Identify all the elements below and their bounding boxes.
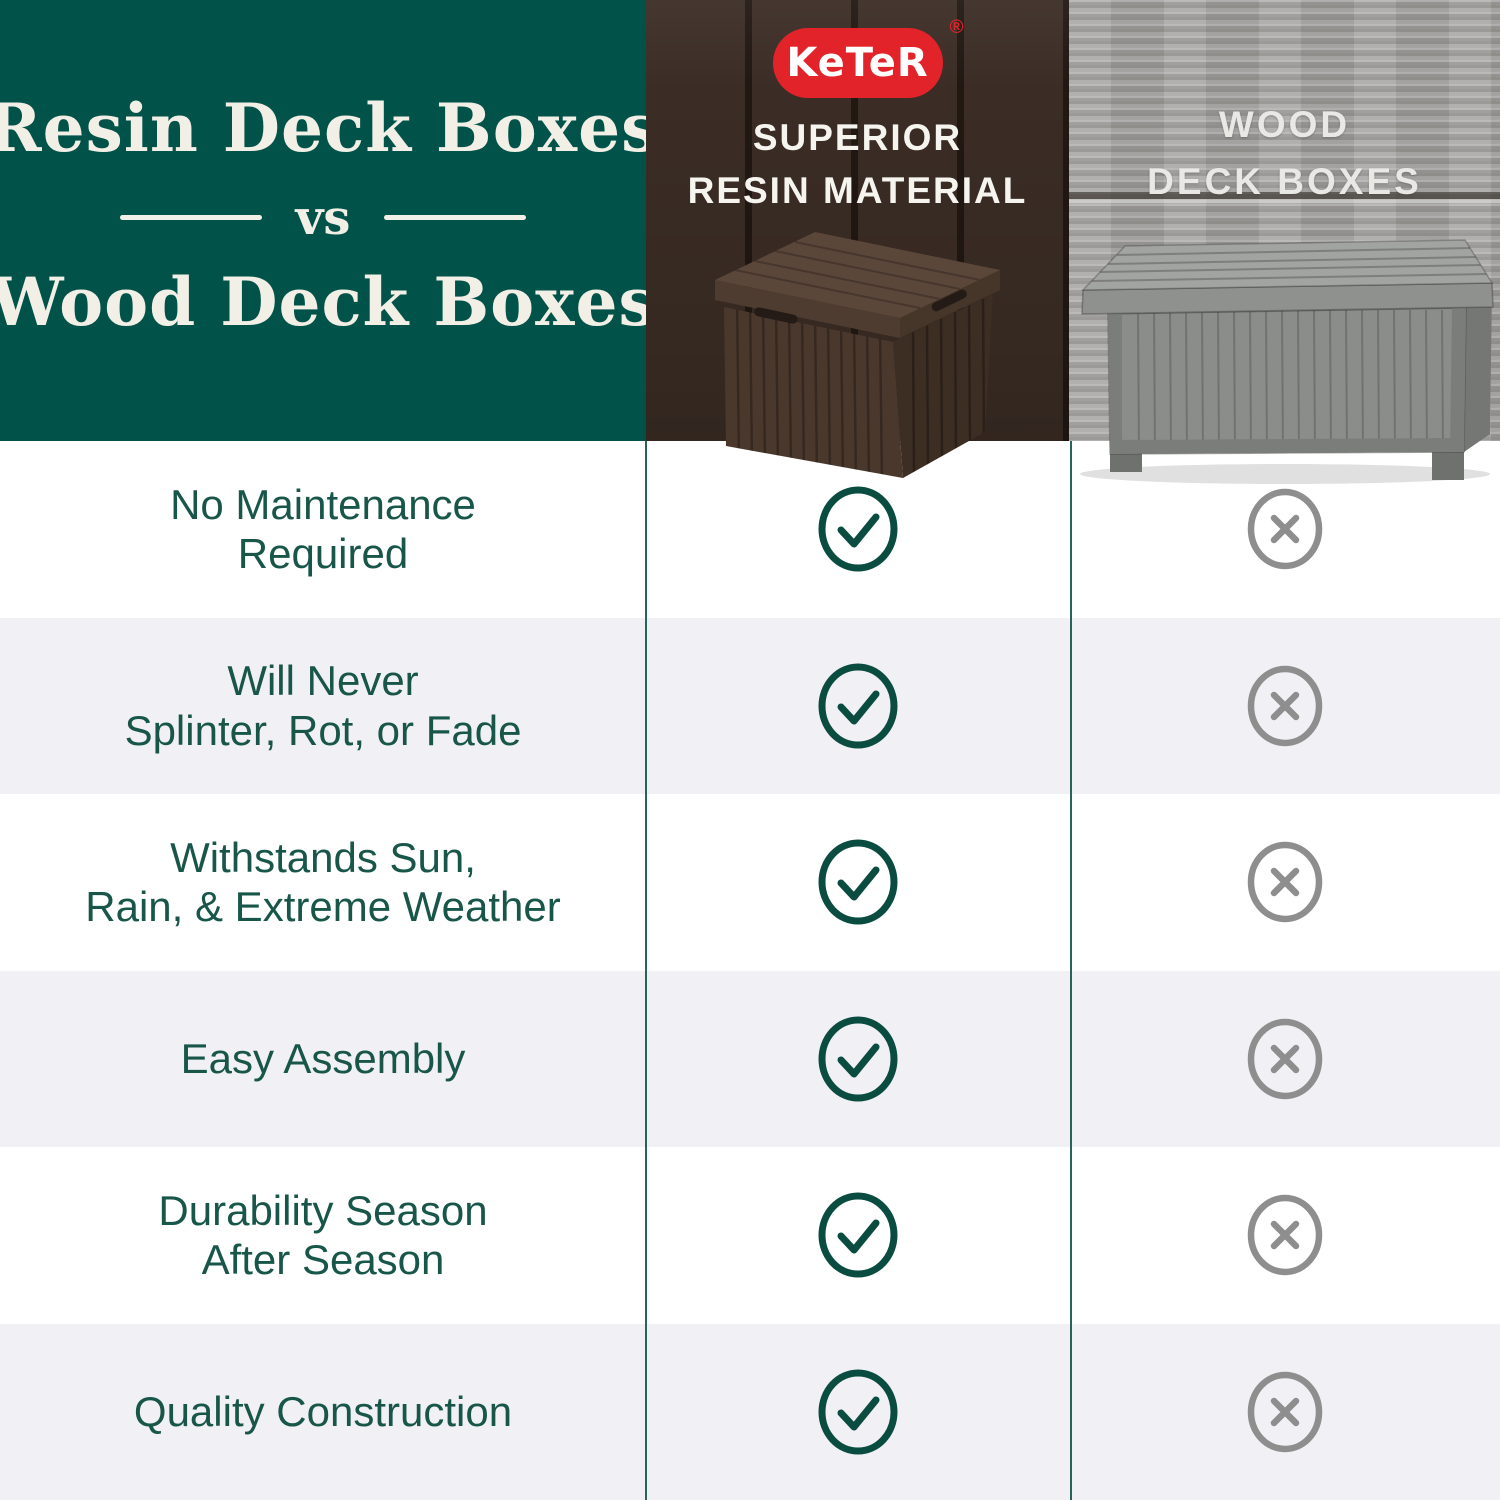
x-icon: [1247, 665, 1322, 746]
check-icon: [818, 1192, 897, 1278]
registered-trademark-icon: ®: [949, 17, 964, 38]
feature-label: Will Never Splinter, Rot, or Fade: [124, 657, 522, 754]
vs-rule-right: [384, 215, 527, 220]
check-icon: [818, 1369, 897, 1455]
x-icon: [1247, 1018, 1322, 1099]
table-row: Withstands Sun, Rain, & Extreme Weather: [0, 794, 1500, 971]
x-icon: [1247, 1371, 1322, 1452]
keter-logo-text: KeTeR: [786, 40, 929, 86]
table-row: Will Never Splinter, Rot, or Fade: [0, 617, 1500, 794]
feature-label: No Maintenance Required: [170, 480, 476, 578]
wood-heading-line-2: DECK BOXES: [1147, 161, 1422, 203]
x-icon: [1247, 489, 1322, 570]
check-icon: [818, 1016, 897, 1102]
keter-heading-line-2: RESIN MATERIAL: [687, 169, 1028, 211]
column-divider: [645, 441, 647, 1500]
x-icon: [1247, 842, 1322, 923]
feature-label: Withstands Sun, Rain, & Extreme Weather: [85, 833, 561, 931]
wood-column-heading: WOOD DECK BOXES: [1069, 96, 1500, 211]
title-line-2: Wood Deck Boxes: [0, 262, 657, 341]
vs-label: vs: [295, 189, 351, 246]
feature-label: Durability Season After Season: [158, 1186, 488, 1284]
table-row: Quality Construction: [0, 1323, 1500, 1500]
comparison-table: No Maintenance Required Will Never Splin…: [0, 441, 1500, 1500]
check-icon: [818, 486, 897, 572]
wood-deck-box-image: [1080, 239, 1494, 484]
x-icon: [1247, 1195, 1322, 1276]
vs-rule-left: [119, 215, 262, 220]
keter-heading-line-1: SUPERIOR: [752, 117, 963, 158]
keter-column-heading: SUPERIOR RESIN MATERIAL: [646, 112, 1069, 217]
keter-logo: KeTeR: [772, 28, 943, 98]
wood-heading-line-1: WOOD: [1218, 104, 1351, 145]
resin-deck-box-image: [715, 232, 1000, 478]
title-panel: Resin Deck Boxes vs Wood Deck Boxes: [0, 0, 658, 441]
table-row: Easy Assembly: [0, 970, 1500, 1147]
check-icon: [818, 839, 897, 925]
column-divider: [1070, 441, 1072, 1500]
table-row: Durability Season After Season: [0, 1147, 1500, 1324]
title-line-1: Resin Deck Boxes: [0, 89, 660, 168]
table-row: No Maintenance Required: [0, 441, 1500, 618]
feature-label: Easy Assembly: [180, 1034, 466, 1082]
check-icon: [818, 663, 897, 749]
vs-separator: vs: [119, 189, 527, 246]
feature-label: Quality Construction: [133, 1387, 513, 1435]
